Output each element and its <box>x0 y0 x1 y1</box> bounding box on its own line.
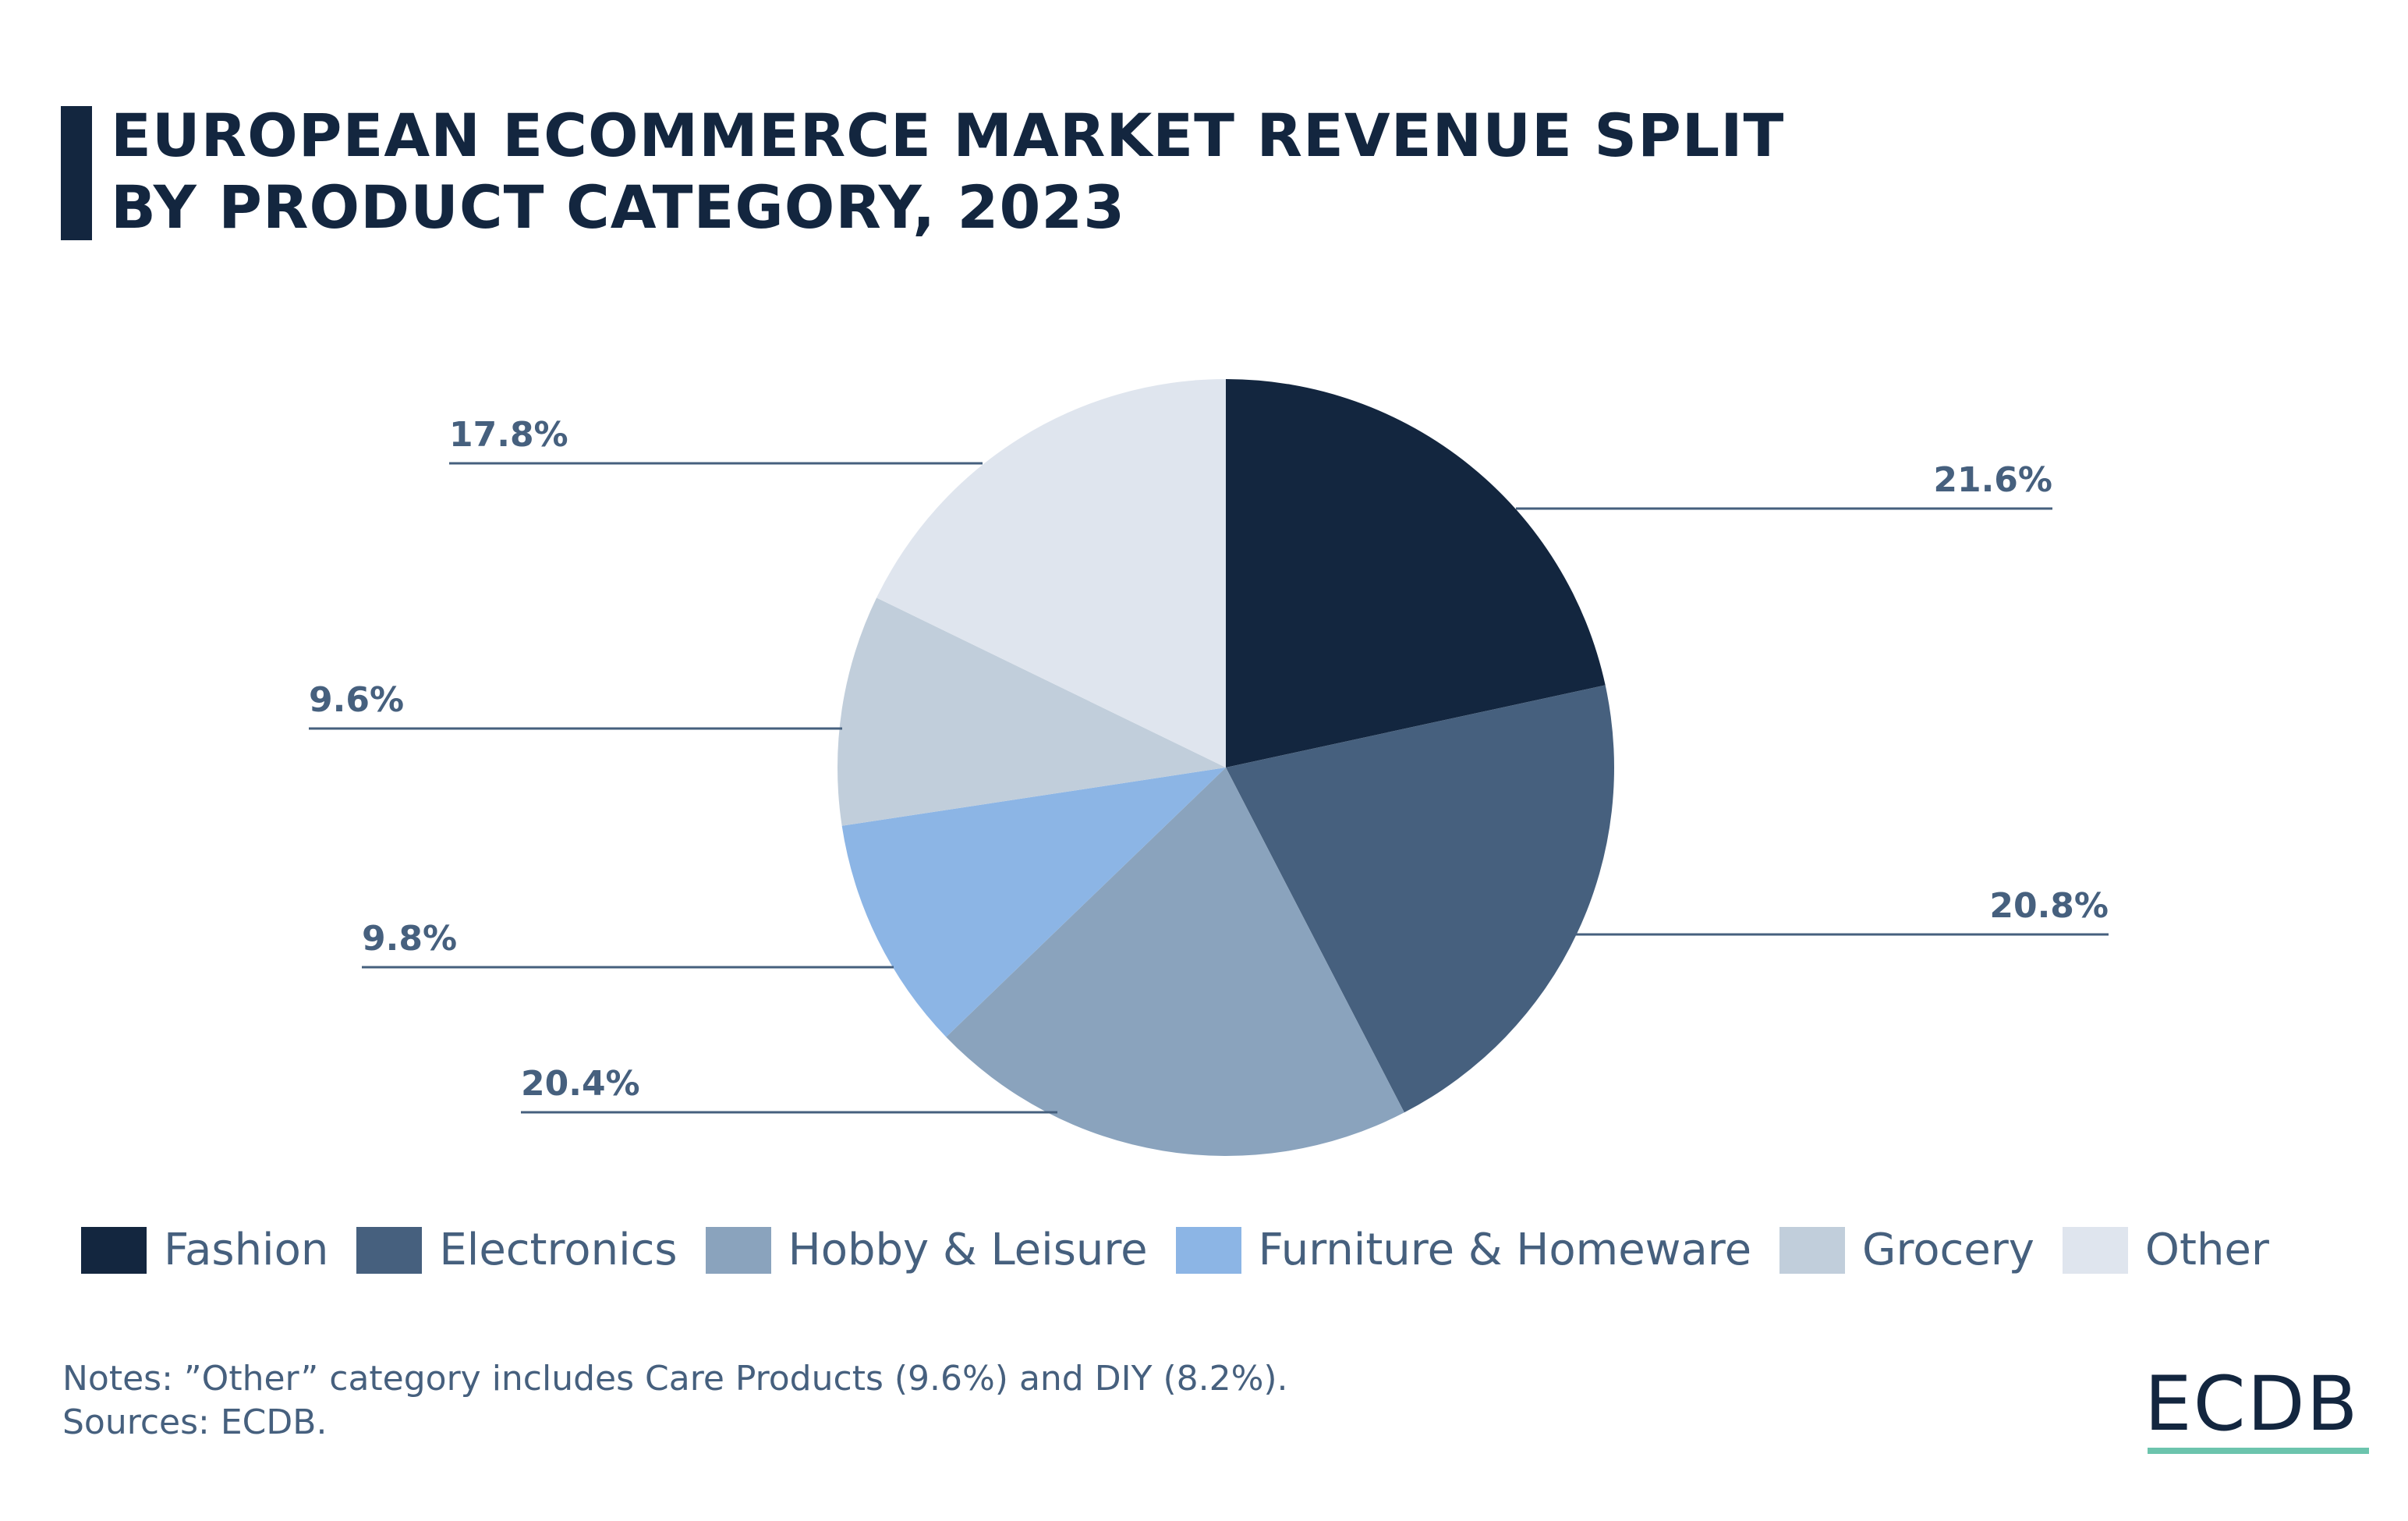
legend-swatch <box>81 1226 147 1274</box>
legend-swatch <box>705 1226 771 1274</box>
legend-item: Other <box>2062 1225 2269 1275</box>
legend-swatch <box>1175 1226 1241 1274</box>
data-label: 21.6% <box>1933 460 2052 500</box>
data-label: 17.8% <box>449 415 568 455</box>
legend-item: Hobby & Leisure <box>705 1225 1148 1275</box>
ecdb-logo: ECDB <box>2144 1360 2360 1448</box>
legend-swatch <box>356 1226 423 1274</box>
pie-slice-hobby-leisure <box>946 768 1404 1156</box>
legend-label: Other <box>2144 1225 2269 1275</box>
sources-text: Sources: ECDB. <box>62 1402 328 1442</box>
legend-label: Hobby & Leisure <box>788 1225 1148 1275</box>
title-line-2: BY PRODUCT CATEGORY, 2023 <box>111 172 1126 242</box>
data-label: 20.8% <box>1989 886 2109 926</box>
data-label: 9.6% <box>309 680 404 720</box>
legend-label: Electronics <box>439 1225 678 1275</box>
pie-slice-grocery <box>837 597 1226 826</box>
legend-swatch <box>1779 1226 1846 1274</box>
legend-label: Grocery <box>1862 1225 2034 1275</box>
legend-label: Fashion <box>164 1225 329 1275</box>
notes-text: Notes: ”Other” category includes Care Pr… <box>62 1359 1288 1399</box>
data-label: 9.8% <box>362 919 457 959</box>
pie-slice-fashion <box>1226 379 1606 768</box>
data-label: 20.4% <box>521 1064 640 1104</box>
chart-title: EUROPEAN ECOMMERCE MARKET REVENUE SPLIT … <box>111 100 1784 243</box>
legend-item: Furniture & Homeware <box>1175 1225 1752 1275</box>
title-line-1: EUROPEAN ECOMMERCE MARKET REVENUE SPLIT <box>111 101 1785 170</box>
pie-slice-electronics <box>1226 685 1614 1113</box>
logo-underline <box>2148 1448 2369 1454</box>
legend-label: Furniture & Homeware <box>1258 1225 1752 1275</box>
pie-slice-other <box>876 379 1226 768</box>
legend: Fashion Electronics Hobby & Leisure Furnitu… <box>81 1225 2297 1275</box>
legend-item: Grocery <box>1779 1225 2034 1275</box>
legend-item: Fashion <box>81 1225 328 1275</box>
pie-slice-furniture-homeware <box>841 768 1226 1037</box>
legend-swatch <box>2062 1226 2128 1274</box>
title-accent-bar <box>61 106 92 240</box>
notes-block: Notes: ”Other” category includes Care Pr… <box>62 1357 1288 1445</box>
legend-item: Electronics <box>356 1225 678 1275</box>
